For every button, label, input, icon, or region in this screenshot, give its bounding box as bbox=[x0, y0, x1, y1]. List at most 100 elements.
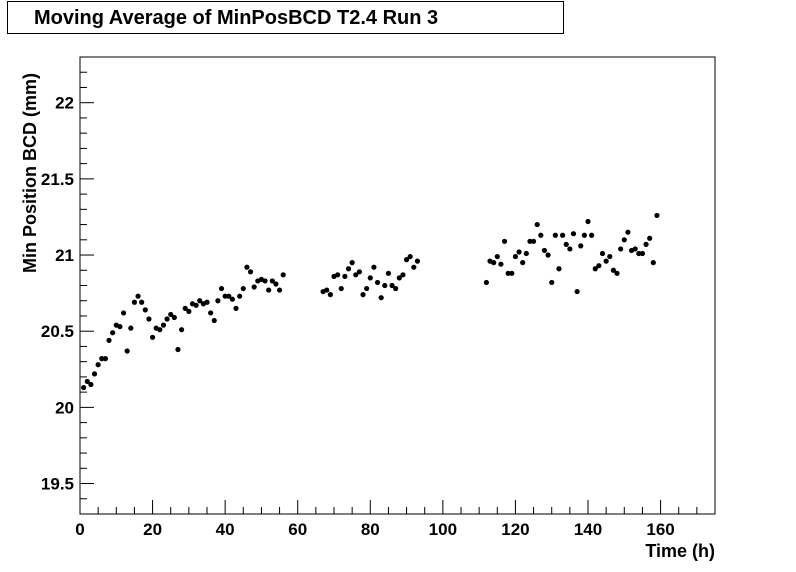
data-point bbox=[610, 267, 617, 273]
data-point bbox=[403, 257, 410, 263]
data-point bbox=[523, 250, 529, 257]
data-point bbox=[527, 238, 533, 244]
data-point bbox=[91, 371, 98, 377]
y-tick-label: 21.5 bbox=[41, 170, 74, 189]
data-point bbox=[182, 305, 188, 311]
data-point bbox=[618, 246, 624, 252]
data-point bbox=[494, 253, 500, 260]
data-point bbox=[607, 253, 613, 260]
data-point bbox=[411, 264, 417, 270]
data-point bbox=[179, 327, 185, 333]
y-tick-label: 22 bbox=[55, 94, 74, 113]
data-point bbox=[589, 232, 595, 238]
data-point bbox=[650, 260, 656, 266]
chart-title-box: Moving Average of MinPosBCD T2.4 Run 3 bbox=[7, 1, 564, 34]
data-point bbox=[124, 348, 130, 354]
data-point bbox=[276, 287, 283, 293]
data-point bbox=[139, 299, 145, 305]
data-point bbox=[549, 279, 555, 286]
data-point bbox=[233, 305, 239, 311]
x-tick-label: 160 bbox=[646, 520, 674, 539]
data-point bbox=[530, 238, 537, 244]
data-point bbox=[592, 266, 598, 272]
data-point bbox=[345, 266, 352, 272]
data-point bbox=[364, 285, 370, 292]
x-tick-label: 40 bbox=[216, 520, 235, 539]
data-point bbox=[647, 235, 653, 241]
data-point bbox=[110, 330, 116, 336]
chart-title: Moving Average of MinPosBCD T2.4 Run 3 bbox=[34, 7, 439, 29]
data-point bbox=[226, 293, 232, 299]
data-point bbox=[570, 231, 577, 237]
data-point bbox=[614, 270, 620, 276]
data-point bbox=[244, 264, 250, 270]
data-point bbox=[585, 218, 591, 225]
data-point bbox=[99, 356, 105, 362]
data-point bbox=[632, 246, 638, 252]
data-point bbox=[498, 261, 504, 267]
data-point bbox=[247, 269, 254, 275]
data-point bbox=[95, 362, 101, 368]
data-point bbox=[371, 264, 377, 270]
data-point bbox=[512, 253, 519, 260]
data-point bbox=[483, 279, 489, 286]
data-point bbox=[393, 285, 399, 292]
data-point bbox=[262, 278, 268, 284]
data-point bbox=[505, 270, 511, 276]
data-point bbox=[237, 293, 243, 299]
data-point bbox=[516, 249, 522, 255]
data-point bbox=[396, 275, 402, 281]
data-point bbox=[581, 232, 587, 238]
data-point bbox=[327, 292, 333, 298]
data-point bbox=[240, 285, 246, 292]
data-point bbox=[146, 316, 152, 322]
data-point bbox=[208, 310, 214, 316]
data-point bbox=[385, 270, 392, 276]
data-point bbox=[578, 243, 584, 249]
x-tick-label: 20 bbox=[143, 520, 162, 539]
data-point bbox=[560, 232, 566, 238]
data-point bbox=[171, 314, 177, 321]
data-point bbox=[175, 346, 181, 353]
data-point bbox=[374, 279, 381, 286]
data-point bbox=[599, 250, 606, 257]
data-point bbox=[84, 378, 90, 385]
data-point bbox=[193, 302, 199, 308]
data-point bbox=[382, 282, 388, 289]
data-point bbox=[603, 258, 609, 264]
data-point bbox=[556, 266, 562, 272]
y-axis-label: Min Position BCD (mm) bbox=[20, 73, 40, 273]
data-point bbox=[552, 232, 558, 238]
data-point bbox=[338, 285, 344, 292]
y-tick-label: 19.5 bbox=[41, 475, 74, 494]
data-point bbox=[251, 284, 257, 290]
data-point bbox=[222, 293, 228, 299]
data-point bbox=[102, 356, 108, 362]
data-point bbox=[149, 334, 156, 340]
data-point bbox=[534, 221, 540, 228]
data-point bbox=[218, 285, 225, 292]
data-point bbox=[335, 272, 341, 278]
data-point bbox=[215, 298, 221, 304]
data-point bbox=[538, 232, 544, 238]
data-point bbox=[625, 229, 631, 235]
data-point bbox=[596, 263, 602, 269]
data-point bbox=[360, 292, 366, 298]
data-point bbox=[204, 299, 210, 305]
x-axis-label: Time (h) bbox=[645, 541, 715, 561]
data-point bbox=[654, 212, 660, 219]
data-point bbox=[120, 310, 127, 316]
data-point bbox=[349, 260, 355, 266]
data-point bbox=[639, 250, 646, 257]
data-point bbox=[168, 311, 174, 318]
data-point bbox=[229, 296, 235, 302]
x-tick-label: 60 bbox=[288, 520, 307, 539]
data-point bbox=[491, 260, 497, 266]
data-point bbox=[414, 258, 421, 264]
data-point bbox=[81, 384, 87, 391]
data-point bbox=[117, 324, 123, 330]
data-point bbox=[186, 308, 192, 314]
data-point bbox=[501, 238, 508, 244]
x-tick-label: 100 bbox=[429, 520, 457, 539]
